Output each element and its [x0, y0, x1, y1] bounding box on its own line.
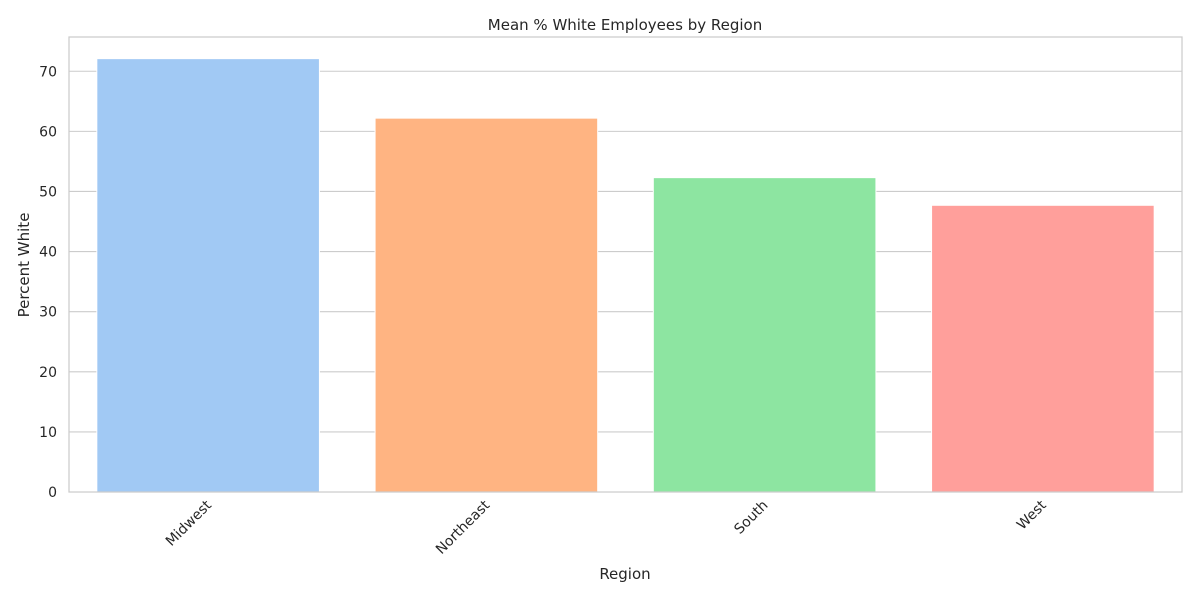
y-tick-label: 0 — [48, 485, 57, 501]
y-tick-label: 30 — [39, 305, 57, 321]
y-tick-label: 50 — [39, 184, 57, 200]
chart-title: Mean % White Employees by Region — [488, 16, 762, 34]
x-tick-label: West — [1014, 497, 1050, 533]
y-axis-title: Percent White — [15, 213, 33, 318]
bar-northeast — [374, 117, 599, 493]
y-axis-ticks: 0 10 20 30 40 50 60 70 — [39, 64, 57, 501]
y-tick-label: 20 — [39, 365, 57, 381]
x-tick-label: Northeast — [433, 497, 494, 558]
x-axis-ticks: Midwest Northeast South West — [163, 497, 1050, 558]
x-axis-title: Region — [599, 565, 650, 583]
plot-frame — [68, 36, 1183, 493]
x-tick-label: Midwest — [163, 497, 215, 549]
bar-south — [652, 177, 877, 493]
y-tick-label: 10 — [39, 425, 57, 441]
y-tick-label: 60 — [39, 124, 57, 140]
y-tick-label: 70 — [39, 64, 57, 80]
bar-midwest — [96, 58, 320, 493]
y-tick-label: 40 — [39, 245, 57, 261]
x-tick-label: South — [731, 498, 771, 538]
bars — [96, 58, 1155, 493]
bar-west — [931, 204, 1155, 493]
